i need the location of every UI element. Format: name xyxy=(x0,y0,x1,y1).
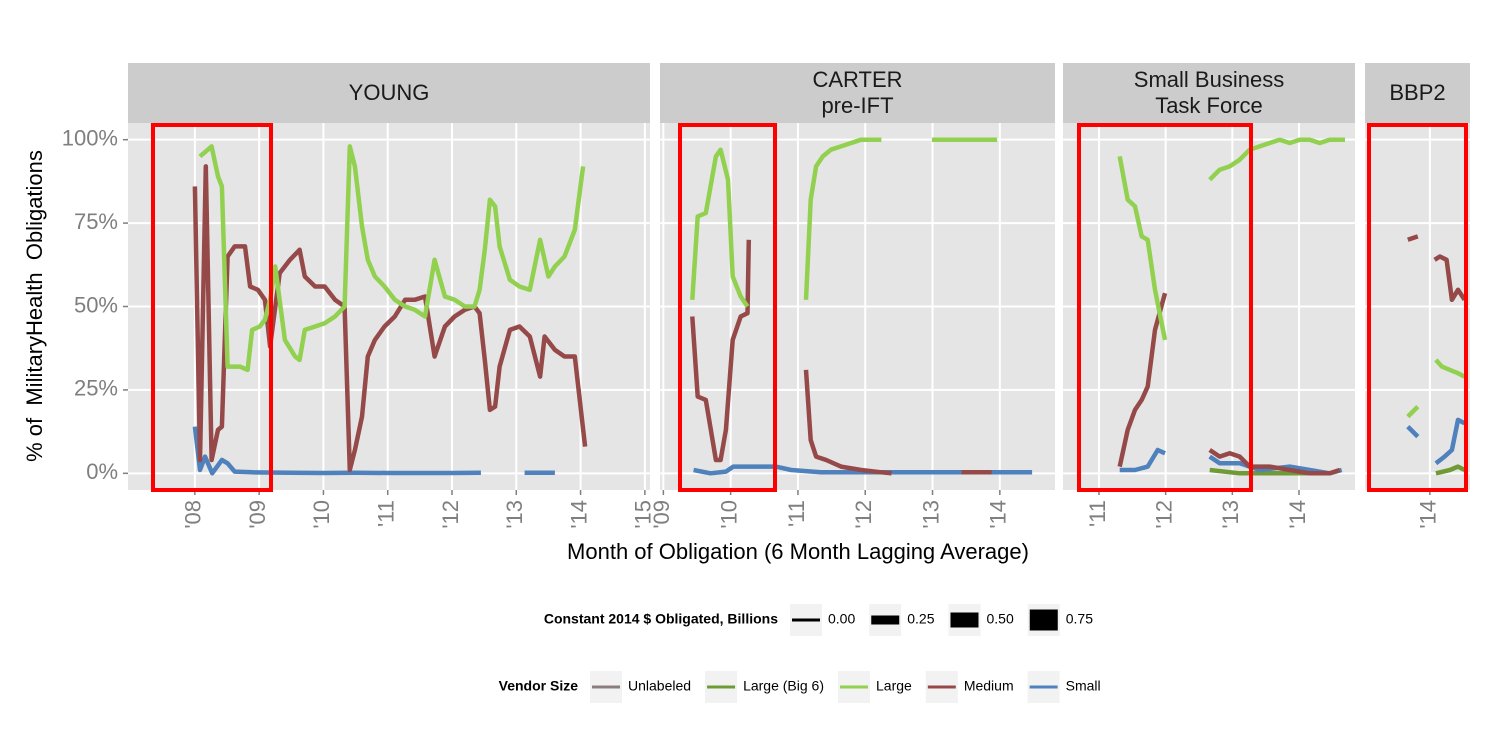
facet-title: CARTER pre-IFT xyxy=(660,63,1055,123)
y-tick-label: 100% xyxy=(62,125,118,150)
x-tick-label: '14 xyxy=(566,500,591,529)
x-tick-label: '11 xyxy=(784,500,809,527)
legend-label: Small xyxy=(1066,678,1101,694)
legend-label: Large (Big 6) xyxy=(743,678,824,694)
legend-label: 0.00 xyxy=(828,611,855,627)
facet-title: YOUNG xyxy=(128,63,650,123)
x-tick-label: '14 xyxy=(1416,500,1441,529)
x-tick-label: '10 xyxy=(309,500,334,529)
legend-label: Large xyxy=(876,678,912,694)
legend-size-key xyxy=(871,615,900,625)
x-tick-label: '13 xyxy=(918,500,943,529)
legend-label: Unlabeled xyxy=(628,678,691,694)
x-axis-title: Month of Obligation (6 Month Lagging Ave… xyxy=(567,539,1029,564)
legend-size-key xyxy=(950,612,979,628)
legend-size-key xyxy=(792,618,820,622)
x-tick-label: '14 xyxy=(1285,500,1310,529)
y-tick-label: 25% xyxy=(74,376,118,401)
legend-title: Constant 2014 $ Obligated, Billions xyxy=(544,611,778,627)
legend-label: 0.50 xyxy=(987,611,1014,627)
facet-title: Small Business Task Force xyxy=(1063,63,1355,123)
legend-size-key xyxy=(1029,609,1058,631)
y-tick-label: 50% xyxy=(74,292,118,317)
legend-label: 0.25 xyxy=(907,611,934,627)
x-tick-label: '09 xyxy=(649,500,674,529)
x-tick-label: '12 xyxy=(1151,500,1176,529)
facet-title: BBP2 xyxy=(1365,63,1470,123)
legend-label: Medium xyxy=(964,678,1014,694)
x-tick-label: '13 xyxy=(1218,500,1243,529)
x-tick-label: '12 xyxy=(851,500,876,529)
legend-label: 0.75 xyxy=(1066,611,1093,627)
x-tick-label: '11 xyxy=(1085,500,1110,527)
y-axis-title: % of MilitaryHealth Obligations xyxy=(22,150,47,462)
y-tick-label: 0% xyxy=(86,459,118,484)
x-tick-label: '12 xyxy=(438,500,463,529)
x-tick-label: '09 xyxy=(245,500,270,529)
x-tick-label: '08 xyxy=(181,500,206,529)
x-tick-label: '15 xyxy=(631,500,656,529)
x-tick-label: '11 xyxy=(374,500,399,527)
y-tick-label: 75% xyxy=(74,209,118,234)
x-tick-label: '13 xyxy=(502,500,527,529)
x-tick-label: '10 xyxy=(716,500,741,529)
x-tick-label: '14 xyxy=(986,500,1011,529)
legend-title: Vendor Size xyxy=(499,678,579,694)
